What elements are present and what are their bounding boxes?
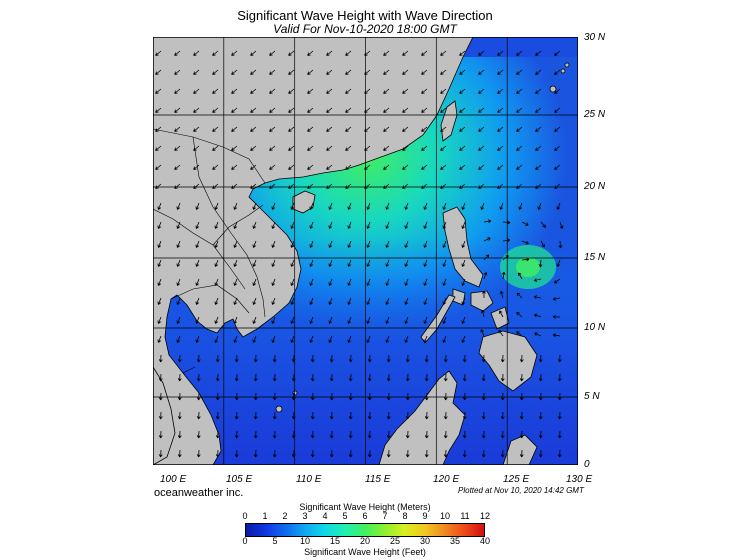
plotted-timestamp: Plotted at Nov 10, 2020 14:42 GMT [458,486,584,495]
lon-label: 105 E [226,474,253,485]
legend-meters-tick: 7 [382,511,388,521]
legend-feet-tick: 5 [272,536,278,546]
legend-feet-title: Significant Wave Height (Feet) [304,547,426,557]
wave-height-map [153,37,578,465]
legend-meters-tick: 12 [479,511,491,521]
legend-meters-tick: 10 [439,511,451,521]
legend-feet-tick: 15 [329,536,341,546]
land-masses [153,37,570,465]
legend-meters-tick: 0 [242,511,248,521]
lon-label: 130 E [566,474,593,485]
lat-label: 20 N [584,181,606,192]
lon-label: 110 E [296,474,322,485]
legend-meters-title: Significant Wave Height (Meters) [299,502,431,512]
mainland-asia [153,37,474,465]
legend-feet-tick: 35 [449,536,461,546]
legend-meters-tick: 3 [302,511,308,521]
legend-feet-tick: 40 [479,536,491,546]
borneo-island [378,370,466,465]
lon-label: 120 E [433,474,460,485]
credit-text: oceanweather inc. [154,487,244,499]
map-subtitle: Valid For Nov-10-2020 18:00 GMT [273,22,457,36]
country-borders [153,128,266,374]
legend-meters-tick: 2 [282,511,288,521]
graticule [153,37,578,465]
legend-colorbar [245,523,485,537]
lat-label: 5 N [584,391,600,402]
lat-label: 15 N [584,252,606,263]
legend-meters-tick: 11 [460,511,470,521]
legend-meters-tick: 1 [262,511,268,521]
legend-meters-tick: 6 [362,511,368,521]
legend-meters-tick: 4 [322,511,328,521]
map-title: Significant Wave Height with Wave Direct… [237,8,493,23]
legend-meters-tick: 9 [422,511,428,521]
legend-feet-tick: 10 [299,536,311,546]
taiwan-island [440,100,458,142]
wave-direction-arrows [155,50,564,458]
hainan-island [292,190,316,214]
lon-label: 100 E [160,474,187,485]
lat-label: 10 N [584,322,606,333]
lon-label: 125 E [503,474,530,485]
legend-feet-tick: 30 [419,536,431,546]
lat-label: 30 N [584,32,606,43]
legend-feet-tick: 0 [242,536,248,546]
lon-label: 115 E [365,474,391,485]
legend-meters-tick: 8 [402,511,408,521]
palawan-island [420,294,456,344]
legend-feet-tick: 20 [359,536,371,546]
legend-feet-tick: 25 [389,536,401,546]
legend-meters-tick: 5 [342,511,348,521]
lat-label: 0 [584,459,590,470]
lat-label: 25 N [584,109,606,120]
